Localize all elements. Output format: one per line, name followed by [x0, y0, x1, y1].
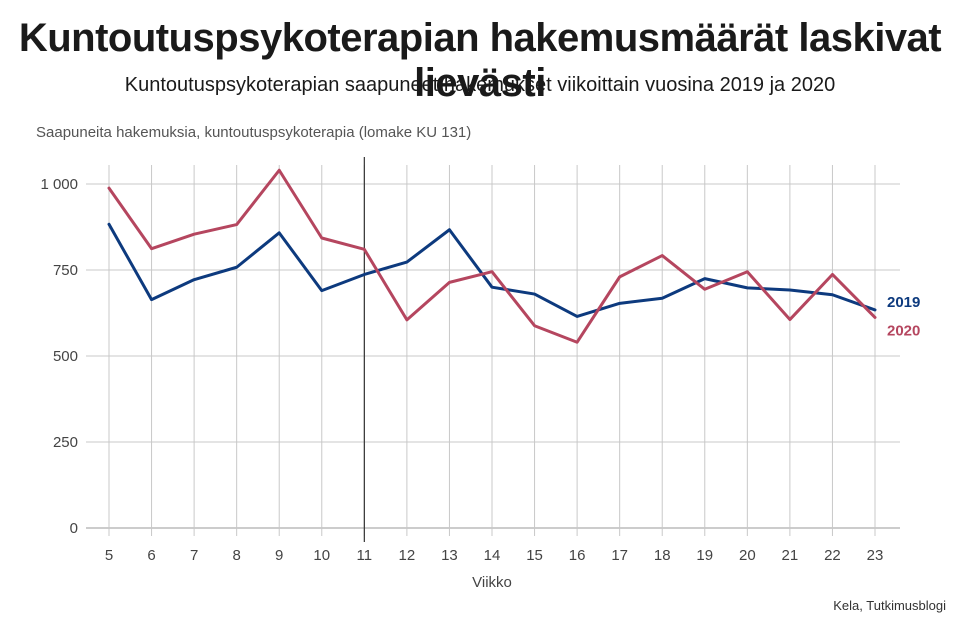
x-tick-label: 14 — [484, 547, 501, 564]
x-tick-label: 20 — [739, 547, 756, 564]
x-tick-label: 15 — [526, 547, 543, 564]
y-tick-label: 250 — [53, 434, 78, 451]
series-line-2019 — [107, 222, 877, 318]
x-tick-label: 17 — [611, 547, 628, 564]
grid-lines — [86, 165, 900, 536]
x-tick-label: 11 — [357, 547, 373, 564]
x-tick-label: 12 — [399, 547, 416, 564]
source-note: Kela, Tutkimusblogi — [833, 598, 946, 613]
series-labels: 2019 2020 — [887, 294, 920, 340]
y-tick-label: 1 000 — [40, 176, 78, 193]
series-line-2020 — [107, 168, 877, 344]
x-tick-label: 6 — [147, 547, 155, 564]
x-tick-label: 22 — [824, 547, 841, 564]
y-axis-ticks: 0 250 500 750 1 000 — [40, 176, 78, 537]
x-tick-label: 21 — [782, 547, 799, 564]
x-tick-label: 8 — [232, 547, 240, 564]
x-tick-label: 10 — [313, 547, 330, 564]
x-axis-ticks: 5 6 7 8 9 10 11 12 13 14 15 16 17 18 19 20 21 22 23 — [105, 547, 884, 564]
series-label-2020: 2020 — [887, 322, 920, 339]
y-tick-label: 500 — [53, 348, 78, 365]
x-tick-label: 5 — [105, 547, 113, 564]
chart-title: Kuntoutuspsykoterapian hakemusmäärät las… — [18, 16, 942, 105]
series-label-2019: 2019 — [887, 294, 920, 311]
x-tick-label: 9 — [275, 547, 283, 564]
x-tick-label: 18 — [654, 547, 671, 564]
x-tick-label: 13 — [441, 547, 458, 564]
y-tick-label: 0 — [70, 520, 78, 537]
chart-subtitle: Kuntoutuspsykoterapian saapuneet hakemuk… — [124, 74, 836, 96]
x-axis-label: Viikko — [472, 574, 512, 591]
x-tick-label: 16 — [569, 547, 586, 564]
y-axis-label: Saapuneita hakemuksia, kuntoutuspsykoter… — [36, 124, 472, 141]
series-lines — [107, 168, 877, 344]
x-tick-label: 19 — [696, 547, 713, 564]
x-tick-label: 7 — [190, 547, 198, 564]
y-tick-label: 750 — [53, 262, 78, 279]
x-tick-label: 23 — [867, 547, 884, 564]
